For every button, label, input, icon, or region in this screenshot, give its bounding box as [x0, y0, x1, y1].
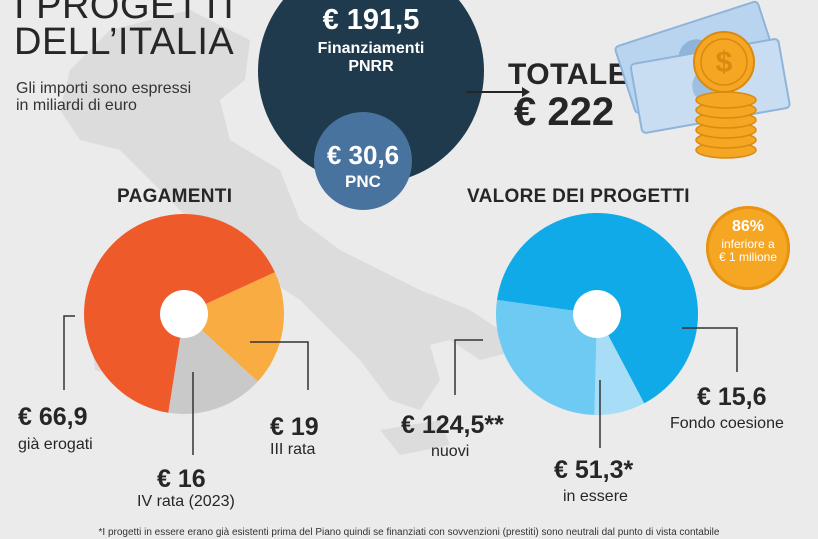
arrow-icon: [466, 87, 530, 97]
svg-text:$: $: [716, 46, 733, 79]
payments-center-hole: [160, 290, 208, 338]
slice-label-fourth-installment: IV rata (2023): [137, 493, 235, 510]
slice-label-already-paid: già erogati: [18, 436, 93, 453]
subtitle-line-2: in miliardi di euro: [16, 97, 137, 114]
pnc-circle: [314, 112, 412, 210]
payments-title: PAGAMENTI: [117, 186, 233, 207]
total-label: TOTALE: [508, 58, 629, 91]
small-projects-badge: [706, 206, 790, 290]
pnrr-label: Finanziamenti PNRR: [258, 40, 484, 76]
slice-value-third-installment: € 19: [270, 413, 319, 441]
slice-label-cohesion-fund: Fondo coesione: [670, 415, 784, 432]
pnrr-value: € 191,5: [322, 4, 420, 36]
subtitle: Gli importi sono espressi in miliardi di…: [16, 80, 191, 114]
total-value: € 222: [514, 90, 615, 134]
slice-value-fourth-installment: € 16: [157, 465, 206, 493]
pnc-label: PNC: [345, 172, 381, 191]
footnote: *I progetti in essere erano già esistent…: [98, 527, 720, 538]
page-title: I PROGETTI DELL’ITALIA: [14, 0, 235, 63]
slice-label-third-installment: III rata: [270, 441, 316, 458]
money-icon: $: [614, 0, 791, 159]
projects-center-hole: [573, 290, 621, 338]
projects-title: VALORE DEI PROGETTI: [467, 186, 690, 207]
slice-value-cohesion-fund: € 15,6: [697, 383, 767, 411]
slice-value-existing-projects: € 51,3*: [554, 456, 634, 484]
slice-value-already-paid: € 66,9: [18, 403, 88, 431]
payments-slice-2: [168, 314, 258, 414]
pnrr-label-line-1: Finanziamenti: [317, 40, 425, 57]
subtitle-line-1: Gli importi sono espressi: [16, 80, 192, 97]
pie-chart-projects: [496, 213, 698, 415]
projects-slice-2: [496, 299, 597, 415]
pie-chart-payments: [83, 214, 284, 414]
pnrr-label-line-2: PNRR: [348, 58, 394, 75]
pnc-value: € 30,6: [326, 140, 400, 170]
slice-value-new-projects: € 124,5**: [401, 411, 504, 439]
badge-label-line-2: € 1 milione: [718, 250, 778, 264]
badge-label-line-1: inferiore a: [721, 237, 775, 251]
badge-value: 86%: [731, 218, 765, 235]
slice-label-new-projects: nuovi: [431, 443, 470, 460]
badge-label: inferiore a € 1 milione: [706, 238, 790, 264]
projects-slice-1: [594, 314, 645, 415]
slice-label-existing-projects: in essere: [563, 488, 628, 505]
title-line-1: I PROGETTI: [14, 0, 235, 27]
title-line-2: DELL’ITALIA: [14, 21, 235, 63]
leader-lines: [63, 315, 738, 455]
payments-slice-1: [184, 272, 284, 382]
